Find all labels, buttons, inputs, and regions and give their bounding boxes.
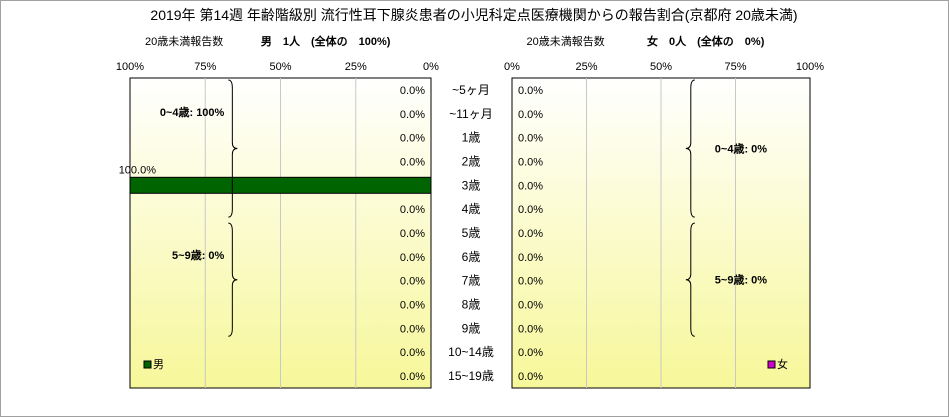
data-label: 0.0% (518, 252, 543, 264)
legend-label: 男 (153, 359, 164, 371)
panel-header: 女 0人 (全体の 0%) (647, 34, 765, 48)
tick-label: 75% (724, 61, 746, 73)
right-panel: 20歳未満報告数 女 0人 (全体の 0%) 0% 25% 50% 75% 100% 0.0%… (504, 34, 824, 389)
data-label: 0.0% (400, 156, 425, 168)
data-label: 0.0% (518, 323, 543, 335)
data-label: 0.0% (518, 371, 543, 383)
data-label: 0.0% (518, 109, 543, 121)
legend-label: 女 (777, 357, 788, 371)
category-label: 3歳 (462, 178, 481, 192)
data-label: 0.0% (400, 252, 425, 264)
data-label: 100.0% (119, 164, 157, 176)
axis-caption: 20歳未満報告数 (145, 35, 223, 48)
data-label: 0.0% (518, 204, 543, 216)
panel-header: 男 1人 (全体の 100%) (261, 34, 391, 48)
category-label: 7歳 (462, 274, 481, 288)
data-label: 0.0% (518, 156, 543, 168)
group-brace (685, 222, 695, 337)
tick-label: 0% (504, 61, 520, 73)
data-label: 0.0% (518, 228, 543, 240)
tick-label: 75% (194, 61, 216, 73)
category-label: 4歳 (462, 202, 481, 216)
category-label: ~5ヶ月 (452, 83, 490, 97)
category-label: 1歳 (462, 131, 481, 145)
tick-label: 100% (116, 61, 144, 73)
tick-label: 0% (423, 61, 439, 73)
data-label: 0.0% (400, 204, 425, 216)
group-brace (228, 79, 238, 218)
group-label: 5~9歳: 0% (172, 248, 224, 262)
data-label: 0.0% (400, 300, 425, 312)
tick-label: 50% (650, 61, 672, 73)
category-label: 5歳 (462, 226, 481, 240)
data-label: 0.0% (400, 371, 425, 383)
data-label: 0.0% (518, 300, 543, 312)
data-label: 0.0% (400, 276, 425, 288)
group-label: 0~4歳: 100% (160, 105, 225, 119)
data-label: 0.0% (400, 109, 425, 121)
legend-swatch (767, 360, 776, 369)
category-label: ~11ヶ月 (449, 107, 492, 121)
group-brace (685, 79, 695, 218)
data-label: 0.0% (518, 276, 543, 288)
category-label: 10~14歳 (448, 345, 494, 359)
category-label: 8歳 (462, 298, 481, 312)
tick-label: 25% (575, 61, 597, 73)
left-panel: 20歳未満報告数 男 1人 (全体の 100%) 100% 75% 50% 25% 0% 0.… (116, 34, 439, 389)
data-label: 0.0% (518, 347, 543, 359)
tick-label: 50% (269, 61, 291, 73)
data-label: 0.0% (518, 85, 543, 97)
data-label: 0.0% (518, 180, 543, 192)
group-label: 0~4歳: 0% (715, 142, 767, 156)
data-label: 0.0% (400, 323, 425, 335)
chart-title: 2019年 第14週 年齢階級別 流行性耳下腺炎患者の小児科定点医療機関からの報… (150, 7, 797, 23)
group-brace (228, 222, 238, 337)
category-label: 2歳 (462, 154, 481, 168)
data-label: 0.0% (400, 133, 425, 145)
data-label: 0.0% (400, 228, 425, 240)
category-label: 6歳 (462, 250, 481, 264)
category-axis: ~5ヶ月 ~11ヶ月 1歳 2歳 3歳 4歳 5歳 6歳 7歳 8歳 9歳 10~14歳 15~19歳 (448, 83, 494, 383)
category-label: 15~19歳 (448, 369, 494, 383)
legend-swatch (143, 360, 152, 369)
group-label: 5~9歳: 0% (715, 273, 767, 287)
data-label: 0.0% (400, 85, 425, 97)
data-label: 0.0% (518, 133, 543, 145)
tick-label: 25% (345, 61, 367, 73)
data-label: 0.0% (400, 347, 425, 359)
tick-label: 100% (796, 61, 824, 73)
bar (129, 176, 432, 194)
category-label: 9歳 (462, 321, 481, 335)
axis-caption: 20歳未満報告数 (527, 35, 605, 48)
